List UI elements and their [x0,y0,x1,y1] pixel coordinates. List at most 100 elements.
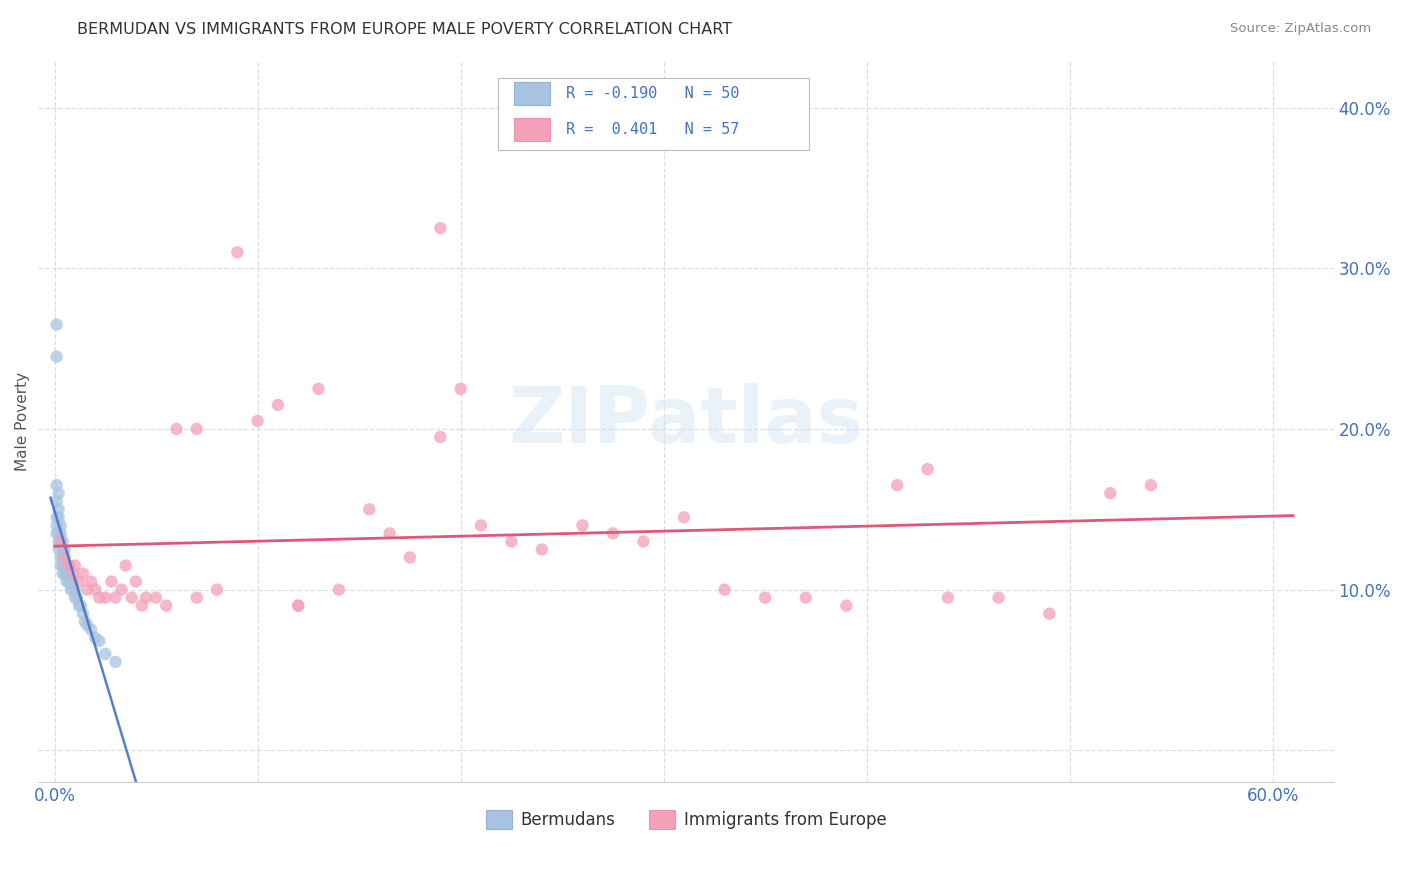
Point [62,574,84,589]
Point [145,591,167,605]
Point [94,647,117,661]
Point [62,566,84,581]
Point [186,422,208,436]
Point [328,582,350,597]
Point [794,591,817,605]
Point [84,631,107,645]
Point [886,478,908,492]
Point [135,591,157,605]
Point [246,414,269,428]
Point [571,518,593,533]
Point [429,221,451,235]
Point [672,510,695,524]
Point [80,623,103,637]
Point [67,574,90,589]
Point [53,550,76,565]
Point [501,534,523,549]
Point [131,599,153,613]
Point [359,502,381,516]
Point [125,574,148,589]
Point [186,591,208,605]
Point [45,494,67,508]
Point [52,558,75,573]
Point [89,591,111,605]
Point [72,607,94,621]
Point [53,550,76,565]
Point [67,599,90,613]
Point [55,574,77,589]
Point [633,534,655,549]
Point [1099,486,1122,500]
Point [1038,607,1060,621]
Point [48,502,70,516]
Point [287,599,309,613]
FancyBboxPatch shape [498,78,808,150]
Point [55,558,77,573]
Point [205,582,228,597]
Point [63,582,86,597]
Point [165,422,187,436]
Point [52,534,75,549]
Point [52,566,75,581]
Point [110,582,132,597]
Point [429,430,451,444]
Point [936,591,959,605]
Point [835,599,858,613]
Point [104,655,127,669]
Legend: Bermudans, Immigrants from Europe: Bermudans, Immigrants from Europe [479,803,893,836]
Point [84,582,107,597]
Point [308,382,330,396]
Point [49,550,72,565]
Point [114,558,136,573]
FancyBboxPatch shape [513,82,550,105]
Point [53,566,76,581]
Text: R =  0.401   N = 57: R = 0.401 N = 57 [565,122,740,137]
Point [45,318,67,332]
Point [713,582,735,597]
Point [287,599,309,613]
Point [45,350,67,364]
Point [63,558,86,573]
Point [121,591,143,605]
Point [378,526,401,541]
Point [45,510,67,524]
Point [49,526,72,541]
Point [76,582,98,597]
Text: BERMUDAN VS IMMIGRANTS FROM EUROPE MALE POVERTY CORRELATION CHART: BERMUDAN VS IMMIGRANTS FROM EUROPE MALE … [77,22,733,37]
Point [399,550,422,565]
Point [1140,478,1163,492]
Point [58,558,80,573]
Point [45,518,67,533]
Point [48,510,70,524]
Point [53,542,76,557]
Point [754,591,776,605]
Point [80,574,103,589]
Text: R = -0.190   N = 50: R = -0.190 N = 50 [565,86,740,101]
Y-axis label: Male Poverty: Male Poverty [15,371,30,471]
Point [48,526,70,541]
FancyBboxPatch shape [513,118,550,141]
Point [987,591,1010,605]
Point [49,558,72,573]
Point [63,591,86,605]
Point [45,526,67,541]
Point [48,534,70,549]
Point [49,534,72,549]
Point [49,534,72,549]
Point [59,582,82,597]
Point [48,542,70,557]
Point [52,550,75,565]
Point [59,574,82,589]
Point [58,574,80,589]
Point [52,542,75,557]
Text: Source: ZipAtlas.com: Source: ZipAtlas.com [1230,22,1371,36]
Point [530,542,553,557]
Point [49,518,72,533]
Point [62,582,84,597]
Point [100,574,122,589]
Point [73,615,96,629]
Point [450,382,472,396]
Point [155,599,177,613]
Point [72,566,94,581]
Point [76,618,98,632]
